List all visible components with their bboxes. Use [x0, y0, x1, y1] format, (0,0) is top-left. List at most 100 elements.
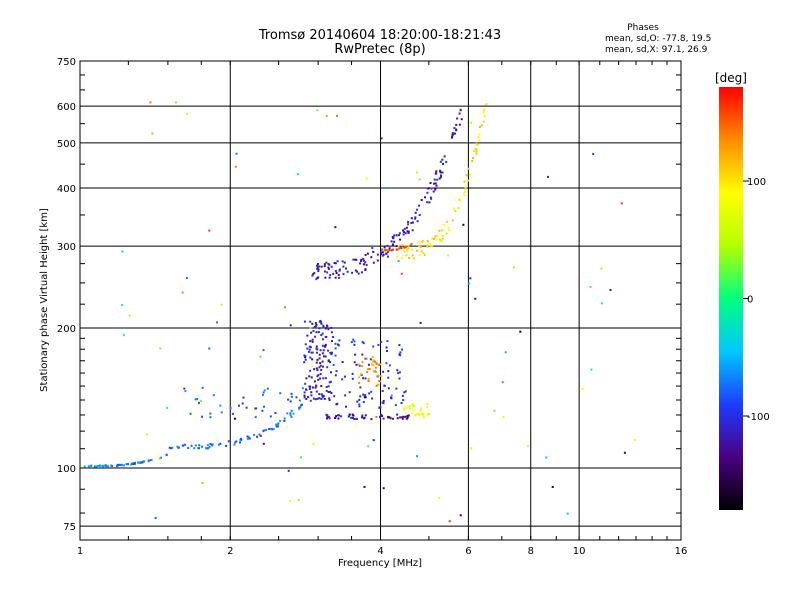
data-point: [319, 319, 322, 322]
data-point: [435, 184, 438, 187]
data-point: [363, 485, 366, 488]
data-point: [459, 199, 462, 202]
data-point: [320, 321, 323, 323]
y-tick-label: 750: [57, 57, 76, 68]
data-point: [361, 416, 364, 419]
data-point: [439, 176, 442, 179]
data-point: [410, 412, 413, 415]
data-point: [321, 352, 324, 355]
data-point: [186, 277, 188, 279]
data-point: [227, 440, 230, 443]
data-point: [483, 115, 486, 117]
data-point: [456, 117, 459, 120]
stats-line-o: mean, sd,O: -77.8, 19.5: [605, 34, 711, 44]
data-point: [306, 334, 309, 337]
data-point: [325, 115, 328, 117]
data-point: [436, 178, 439, 181]
data-point: [474, 297, 477, 300]
data-point: [316, 351, 318, 354]
data-point: [216, 321, 218, 324]
data-point: [331, 351, 333, 354]
data-point: [374, 360, 377, 363]
data-point: [333, 395, 336, 398]
data-point: [290, 409, 293, 412]
data-point: [332, 363, 335, 366]
data-point: [438, 229, 441, 232]
data-point: [366, 252, 369, 255]
data-point: [220, 411, 223, 414]
data-point: [125, 463, 128, 466]
data-point: [312, 273, 315, 276]
data-point: [379, 415, 382, 418]
data-point: [138, 461, 141, 464]
data-point: [401, 416, 404, 419]
data-point: [143, 460, 146, 463]
data-point: [324, 355, 327, 358]
data-point: [475, 150, 478, 153]
data-point: [375, 371, 378, 373]
data-point: [326, 416, 329, 418]
data-point: [316, 369, 319, 372]
data-point: [592, 153, 595, 155]
data-point: [362, 342, 365, 345]
data-point: [348, 391, 351, 394]
data-point: [206, 444, 209, 447]
data-point: [381, 248, 383, 251]
data-point: [321, 344, 324, 347]
data-point: [147, 460, 150, 463]
data-point: [235, 440, 238, 443]
data-point: [318, 393, 321, 396]
colorbar-label: [deg]: [715, 71, 747, 85]
data-point: [458, 112, 461, 115]
data-point: [187, 447, 190, 449]
data-point: [436, 234, 439, 237]
data-point: [183, 387, 186, 390]
data-point: [315, 390, 318, 393]
data-point: [344, 375, 346, 378]
data-point: [372, 370, 375, 373]
data-point: [387, 387, 390, 390]
data-point: [407, 245, 410, 248]
data-point: [327, 415, 330, 418]
data-point: [301, 387, 304, 390]
data-point: [473, 150, 475, 153]
data-point: [171, 446, 174, 449]
data-point: [346, 270, 349, 273]
data-point: [453, 132, 456, 135]
data-point: [335, 415, 338, 418]
data-point: [317, 268, 320, 271]
data-point: [350, 416, 353, 419]
data-point: [320, 397, 323, 400]
data-point: [377, 383, 380, 386]
data-point: [309, 320, 312, 323]
data-point: [300, 403, 303, 406]
data-point: [370, 362, 373, 365]
data-point: [289, 412, 292, 415]
data-point: [311, 338, 314, 341]
data-point: [367, 363, 370, 366]
data-point: [115, 465, 118, 468]
data-point: [350, 341, 353, 344]
data-point: [397, 244, 400, 247]
data-point: [315, 324, 318, 326]
data-point: [364, 396, 366, 399]
data-point: [158, 457, 161, 460]
data-point: [414, 216, 417, 219]
data-point: [234, 441, 237, 444]
data-point: [231, 412, 234, 415]
data-point: [325, 389, 328, 392]
data-point: [146, 433, 149, 436]
data-point: [385, 252, 388, 255]
data-point: [330, 265, 333, 268]
data-point: [205, 447, 208, 450]
data-point: [380, 137, 383, 140]
data-point: [315, 278, 318, 281]
data-point: [433, 182, 436, 185]
data-point: [219, 404, 222, 407]
data-point: [325, 386, 328, 388]
data-point: [333, 262, 336, 264]
data-point: [432, 190, 435, 193]
data-point: [403, 391, 406, 394]
data-point: [311, 340, 314, 343]
data-point: [255, 407, 258, 410]
